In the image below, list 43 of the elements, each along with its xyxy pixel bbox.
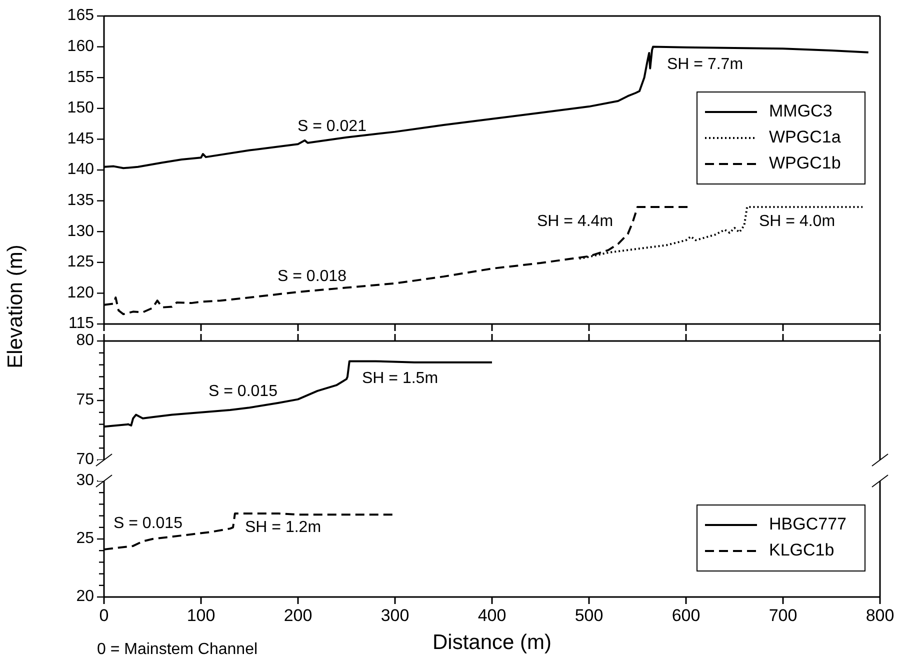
y-tick-label: 20 bbox=[76, 588, 94, 606]
legend-label: MMGC3 bbox=[769, 101, 832, 120]
y-tick-label: 30 bbox=[76, 472, 94, 490]
x-tick-label: 500 bbox=[574, 606, 604, 625]
y-tick-label: 25 bbox=[76, 530, 94, 548]
annotation: SH = 4.4m bbox=[536, 213, 614, 230]
annotation: SH = 1.5m bbox=[362, 370, 438, 388]
y-tick-label: 120 bbox=[67, 284, 94, 302]
text: 0 = Mainstem Channel bbox=[97, 641, 258, 658]
annotation: S = 0.021 bbox=[298, 118, 367, 136]
annotation: SH = 4.0m bbox=[758, 213, 836, 230]
y-tick-label: 150 bbox=[67, 100, 94, 117]
legend-label: WPGC1a bbox=[769, 127, 842, 146]
x-tick-label: 0 bbox=[99, 606, 109, 625]
annotation: S = 0.015 bbox=[208, 383, 278, 400]
x-tick-label: 300 bbox=[380, 606, 410, 625]
x-tick-label: 800 bbox=[866, 606, 894, 625]
y-tick-label: 115 bbox=[68, 315, 94, 332]
annotation: S = 0.015 bbox=[114, 515, 183, 532]
y-tick-label: 135 bbox=[67, 192, 94, 210]
y-tick-label: 80 bbox=[76, 332, 94, 350]
y-tick-label: 155 bbox=[67, 68, 94, 86]
y-tick-label: 70 bbox=[76, 451, 94, 468]
annotation: S = 0.018 bbox=[278, 268, 347, 286]
x-tick-label: 400 bbox=[478, 606, 506, 625]
y-tick-label: 160 bbox=[67, 38, 94, 56]
legend-label: KLGC1b bbox=[769, 540, 834, 560]
y-tick-label: 130 bbox=[67, 222, 94, 240]
legend-label: WPGC1b bbox=[769, 153, 841, 172]
y-tick-label: 140 bbox=[67, 161, 94, 178]
y-tick-label: 145 bbox=[67, 130, 94, 148]
x-tick-label: 100 bbox=[186, 606, 216, 625]
annotation: SH = 1.2m bbox=[244, 519, 322, 536]
text: HBGC777 bbox=[769, 514, 846, 534]
y-tick-label: 125 bbox=[67, 254, 94, 271]
x-tick-label: 600 bbox=[672, 606, 700, 625]
x-tick-label: 200 bbox=[284, 606, 312, 625]
y-tick-label: 165 bbox=[67, 7, 94, 24]
x-tick-label: 700 bbox=[768, 606, 798, 625]
y-tick-label: 75 bbox=[76, 392, 94, 409]
x-axis-title: Distance (m) bbox=[432, 631, 552, 654]
annotation: SH = 7.7m bbox=[666, 56, 744, 74]
y-axis-title: Elevation (m) bbox=[4, 244, 27, 368]
